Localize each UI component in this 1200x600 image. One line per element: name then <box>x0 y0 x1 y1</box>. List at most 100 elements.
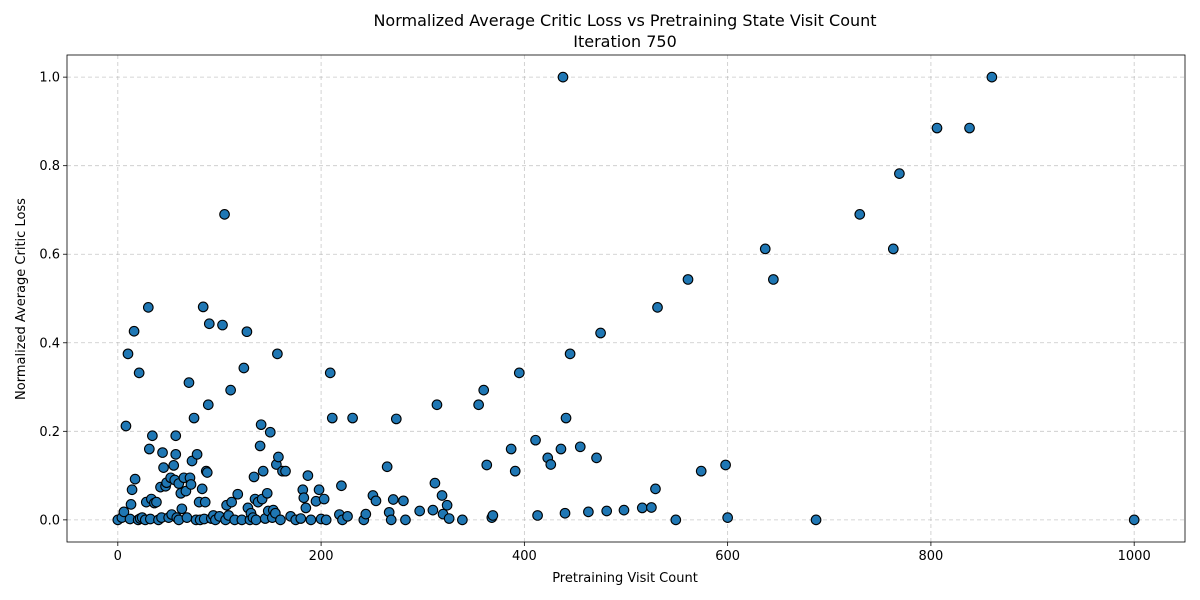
data-point <box>298 492 310 504</box>
data-point <box>513 367 525 379</box>
data-point <box>272 348 283 360</box>
data-point <box>142 302 154 313</box>
data-point <box>887 243 899 255</box>
data-point <box>238 362 250 374</box>
data-point <box>347 412 358 424</box>
data-point <box>275 514 286 526</box>
data-point <box>398 495 409 507</box>
data-point <box>170 430 182 442</box>
data-point <box>854 209 866 220</box>
data-point <box>157 447 168 458</box>
data-point <box>128 325 140 337</box>
data-point <box>986 71 998 83</box>
data-point <box>595 327 606 339</box>
data-point <box>185 479 197 490</box>
data-point <box>219 209 230 220</box>
data-point <box>324 367 336 379</box>
data-point <box>591 452 602 464</box>
data-point <box>457 514 468 526</box>
data-point <box>201 467 213 478</box>
data-point <box>478 384 490 396</box>
data-point <box>650 483 661 495</box>
data-point <box>381 461 393 473</box>
x-tick-label: 400 <box>512 549 537 564</box>
data-point <box>225 384 236 396</box>
data-point <box>133 367 145 379</box>
data-point <box>264 426 276 438</box>
data-point <box>261 487 273 499</box>
data-point <box>768 274 779 285</box>
data-point <box>226 496 237 508</box>
data-point <box>387 494 399 505</box>
data-point <box>441 499 453 511</box>
data-point <box>188 412 200 424</box>
data-point <box>280 465 291 477</box>
data-points <box>112 71 1140 526</box>
data-point <box>487 510 499 521</box>
chart-title: Normalized Average Critic Loss vs Pretra… <box>373 11 876 30</box>
data-point <box>255 419 267 431</box>
data-point <box>810 514 822 526</box>
data-point <box>370 495 382 507</box>
data-point <box>964 122 975 134</box>
data-point <box>232 488 244 500</box>
data-point <box>320 514 332 526</box>
data-point <box>385 514 397 526</box>
data-point <box>559 507 571 519</box>
y-tick-label: 1.0 <box>39 71 60 86</box>
data-point <box>181 512 193 524</box>
data-point <box>473 399 484 411</box>
data-point <box>390 413 402 425</box>
data-point <box>248 471 260 483</box>
data-point <box>143 443 155 455</box>
x-tick-label: 600 <box>715 549 740 564</box>
data-point <box>273 451 284 463</box>
data-point <box>257 465 269 477</box>
data-point <box>122 348 134 360</box>
data-point <box>241 326 253 338</box>
chart-subtitle: Iteration 750 <box>573 32 677 51</box>
data-point <box>722 512 733 524</box>
axis-ticks: 0 200 400 600 800 1000 0.0 0.2 0.4 0.6 0.8 1.0 <box>39 71 1150 564</box>
data-point <box>360 508 372 520</box>
grid <box>67 55 1185 542</box>
x-tick-label: 800 <box>918 549 943 564</box>
data-point <box>652 302 663 313</box>
data-point <box>670 514 682 526</box>
data-point <box>254 440 266 452</box>
data-point <box>199 496 211 508</box>
data-point <box>203 318 215 330</box>
data-point <box>197 301 209 313</box>
data-point <box>436 490 448 501</box>
data-point <box>147 430 158 442</box>
y-tick-label: 0.4 <box>39 336 60 351</box>
data-point <box>574 441 586 453</box>
y-tick-label: 0.2 <box>39 425 60 440</box>
data-point <box>564 348 576 360</box>
data-point <box>443 513 455 524</box>
y-axis-label: Normalized Average Critic Loss <box>14 198 29 400</box>
data-point <box>555 443 567 455</box>
data-point <box>400 514 411 526</box>
data-point <box>313 484 325 496</box>
data-point <box>120 420 132 432</box>
data-point <box>601 505 613 517</box>
data-point <box>250 514 262 526</box>
data-point <box>618 504 630 516</box>
x-tick-label: 0 <box>114 549 122 564</box>
data-point <box>342 510 353 522</box>
data-point <box>509 465 521 477</box>
data-point <box>894 168 905 179</box>
data-point <box>217 319 228 331</box>
data-point <box>183 377 195 388</box>
data-point <box>126 484 138 496</box>
data-point <box>305 514 317 526</box>
data-point <box>318 493 330 505</box>
data-point <box>759 243 771 255</box>
data-point <box>295 513 307 524</box>
data-point <box>583 506 594 518</box>
data-point <box>191 448 203 460</box>
plot-area-frame <box>66 54 1186 543</box>
data-point <box>151 496 162 508</box>
